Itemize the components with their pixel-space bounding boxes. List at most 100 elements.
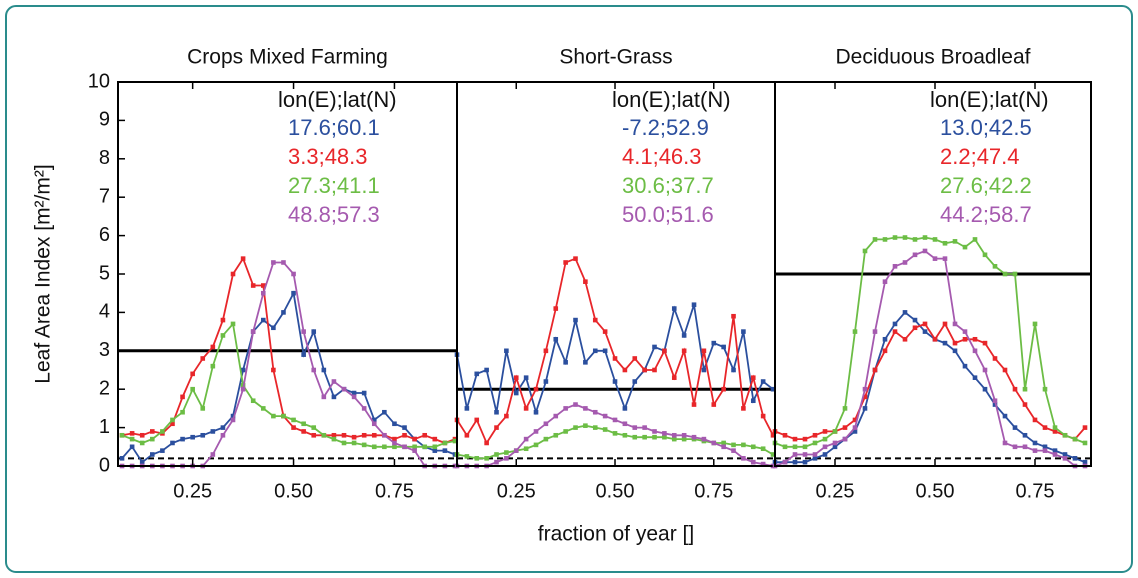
- legend-entry: -7.2;52.9: [622, 115, 709, 140]
- y-tick-label: 1: [99, 416, 110, 438]
- data-point: [842, 425, 848, 430]
- legend-entry: 44.2;58.7: [940, 202, 1032, 227]
- data-point: [872, 329, 878, 334]
- data-point: [1032, 321, 1038, 327]
- data-point: [139, 459, 145, 465]
- data-point: [321, 367, 327, 373]
- data-point: [721, 440, 726, 446]
- data-point: [721, 444, 726, 450]
- x-tick-label: 0.25: [497, 480, 536, 502]
- data-point: [952, 321, 958, 327]
- data-point: [812, 456, 818, 461]
- data-point: [1042, 386, 1048, 392]
- data-point: [721, 386, 726, 392]
- legend-entry: 30.6;37.7: [622, 173, 714, 198]
- data-point: [281, 260, 286, 265]
- data-point: [464, 432, 470, 438]
- data-point: [432, 436, 438, 442]
- y-tick-label: 9: [99, 109, 110, 131]
- panel-title: Short-Grass: [559, 46, 672, 69]
- data-point: [802, 452, 808, 457]
- data-point: [822, 444, 828, 450]
- data-point: [484, 456, 489, 461]
- data-point: [662, 431, 667, 436]
- data-point: [782, 459, 788, 465]
- data-point: [200, 356, 206, 361]
- data-point: [361, 406, 367, 411]
- data-point: [711, 440, 717, 446]
- data-point: [760, 413, 766, 419]
- data-point: [392, 444, 397, 450]
- data-point: [632, 379, 638, 384]
- data-point: [180, 394, 185, 400]
- data-point: [671, 306, 677, 311]
- data-point: [1042, 425, 1048, 430]
- data-point: [1032, 448, 1038, 453]
- data-point: [351, 440, 357, 446]
- data-point: [671, 432, 677, 438]
- data-point: [442, 448, 448, 453]
- x-tick-label: 0.50: [916, 480, 955, 502]
- y-tick-label: 8: [99, 147, 110, 169]
- data-point: [129, 431, 135, 436]
- data-point: [150, 436, 155, 442]
- data-point: [942, 256, 948, 261]
- data-point: [852, 425, 858, 430]
- data-point: [422, 432, 428, 438]
- data-point: [494, 459, 499, 465]
- data-point: [760, 446, 766, 452]
- data-point: [622, 421, 628, 427]
- data-point: [180, 436, 185, 442]
- series-line: [121, 321, 456, 448]
- data-point: [882, 237, 888, 242]
- data-point: [832, 440, 838, 446]
- data-point: [311, 367, 317, 373]
- data-point: [484, 367, 489, 373]
- data-point: [872, 237, 878, 242]
- data-point: [802, 459, 808, 465]
- data-point: [351, 394, 357, 400]
- data-point: [1042, 448, 1048, 453]
- data-point: [1002, 440, 1008, 446]
- data-point: [392, 421, 397, 427]
- data-point: [563, 429, 568, 434]
- data-point: [992, 398, 998, 404]
- data-point: [464, 406, 470, 411]
- data-point: [382, 444, 387, 450]
- data-point: [563, 260, 568, 265]
- data-point: [513, 448, 519, 453]
- data-point: [862, 386, 868, 392]
- data-point: [533, 386, 539, 392]
- data-point: [972, 375, 978, 380]
- data-point: [862, 248, 868, 254]
- data-point: [341, 386, 347, 392]
- data-point: [741, 456, 746, 461]
- data-point: [150, 429, 155, 434]
- y-axis-label: Leaf Area Index [m²/m²]: [32, 164, 55, 383]
- data-point: [230, 271, 236, 277]
- data-point: [741, 442, 746, 448]
- data-point: [573, 425, 578, 430]
- data-point: [671, 436, 677, 442]
- data-point: [770, 386, 776, 392]
- data-point: [842, 406, 848, 411]
- data-point: [573, 402, 578, 407]
- x-axis-label: fraction of year []: [538, 523, 694, 546]
- data-point: [484, 440, 489, 446]
- data-point: [553, 306, 559, 311]
- data-point: [852, 329, 858, 334]
- data-point: [1062, 432, 1068, 438]
- data-point: [922, 248, 928, 254]
- data-point: [691, 402, 697, 407]
- x-tick-label: 0.75: [375, 480, 414, 502]
- data-point: [210, 363, 216, 369]
- data-point: [301, 429, 306, 434]
- legend-title: lon(E);lat(N): [612, 87, 731, 112]
- data-point: [922, 321, 928, 327]
- data-point: [892, 264, 898, 269]
- data-point: [760, 461, 766, 467]
- data-point: [341, 432, 347, 438]
- data-point: [474, 417, 480, 423]
- data-point: [361, 390, 367, 396]
- data-point: [240, 367, 246, 373]
